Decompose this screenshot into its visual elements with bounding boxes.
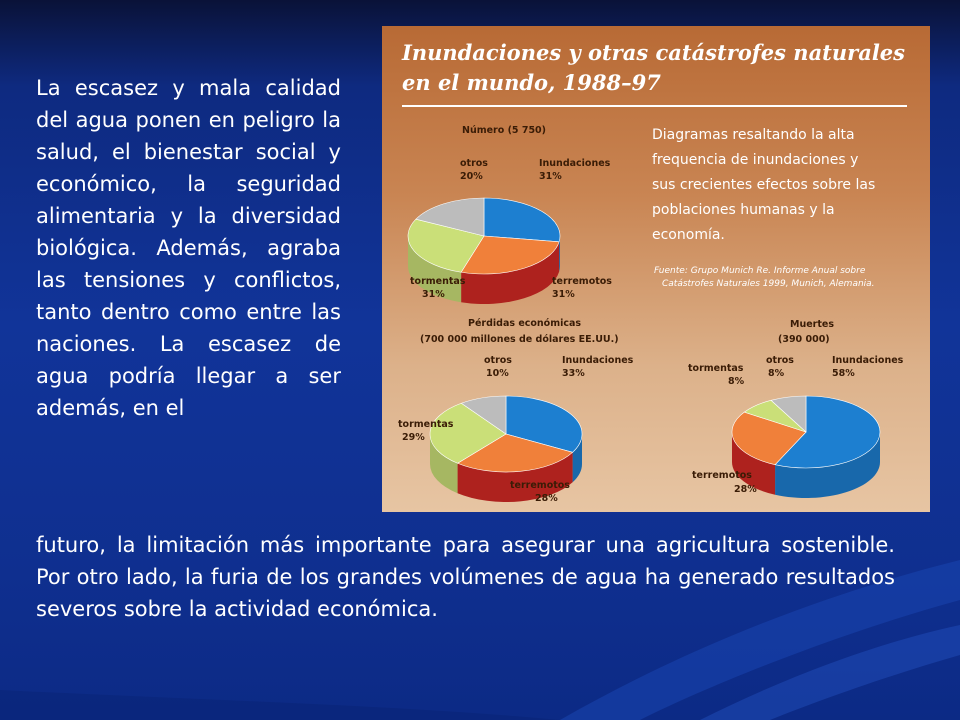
chart-title: Pérdidas económicas (468, 318, 581, 329)
slice-label-terremotos: terremotos (692, 470, 752, 481)
pie-slice-terremotos (460, 235, 560, 275)
description-line: Diagramas resaltando la alta (652, 127, 855, 143)
slice-label-inundaciones: Inundaciones (539, 158, 611, 169)
slice-label-otros: otros (460, 158, 488, 169)
slice-value-tormentas: 29% (402, 432, 425, 443)
figure-description: Diagramas resaltando la alta frequencia … (652, 127, 875, 243)
slice-label-tormentas: tormentas (398, 419, 454, 430)
chart-subtitle: (390 000) (778, 334, 830, 345)
paragraph-bottom: futuro, la limitación más importante par… (36, 533, 895, 621)
pie-slice-inundaciones (505, 395, 583, 453)
pie-slice-tormentas (407, 218, 485, 273)
figure-panel: Inundaciones y otras catástrofes natural… (382, 26, 930, 512)
pie-side-inundaciones (775, 432, 880, 498)
source-line: Catástrofes Naturales 1999, Munich, Alem… (662, 279, 875, 289)
slice-label-otros: otros (766, 355, 794, 366)
slice-value-otros: 8% (768, 368, 785, 379)
pie-side-tormentas (430, 434, 458, 494)
figure-source: Fuente: Grupo Munich Re. Informe Anual s… (654, 266, 875, 289)
chart-subtitle: (700 000 millones de dólares EE.UU.) (420, 334, 619, 345)
figure-title-line2: en el mundo, 1988–97 (402, 70, 661, 95)
pie-side-inundaciones (572, 434, 582, 483)
description-line: economía. (652, 227, 725, 243)
paragraph-left: La escasez y mala calidad del agua ponen… (36, 76, 341, 420)
figure-svg: Inundaciones y otras catástrofes natural… (398, 40, 907, 504)
source-line: Fuente: Grupo Munich Re. Informe Anual s… (654, 266, 866, 276)
slice-label-otros: otros (484, 355, 512, 366)
pie-side-terremotos (461, 241, 560, 304)
pie-slice-inundaciones (483, 197, 561, 243)
slice-value-inundaciones: 33% (562, 368, 585, 379)
slice-value-terremotos: 31% (552, 289, 575, 300)
pie-side-terremotos (732, 432, 776, 495)
slice-value-otros: 10% (486, 368, 509, 379)
pie-body (407, 197, 561, 304)
slice-value-tormentas: 31% (422, 289, 445, 300)
slice-value-tormentas: 8% (728, 376, 745, 387)
slice-value-terremotos: 28% (734, 484, 757, 495)
slice-value-otros: 20% (460, 171, 483, 182)
slice-label-tormentas: tormentas (410, 276, 466, 287)
slice-value-terremotos: 28% (535, 493, 558, 504)
pie-slice-otros (460, 395, 507, 435)
description-line: sus crecientes efectos sobre las (652, 177, 875, 193)
pie-slice-inundaciones (774, 395, 881, 469)
description-line: frequencia de inundaciones y (652, 152, 858, 168)
slice-label-tormentas: tormentas (688, 363, 744, 374)
pie-side-tormentas (408, 236, 462, 303)
pie-side-inundaciones (559, 236, 560, 272)
pie-slice-terremotos (731, 411, 807, 466)
pie-slice-otros (415, 197, 485, 237)
slice-label-inundaciones: Inundaciones (832, 355, 904, 366)
chart-title: Muertes (790, 319, 834, 330)
slice-label-inundaciones: Inundaciones (562, 355, 634, 366)
pie-chart-perdidas: Pérdidas económicas (700 000 millones de… (398, 318, 634, 504)
pie-body (429, 395, 583, 502)
slice-label-terremotos: terremotos (552, 276, 612, 287)
chart-title: Número (5 750) (462, 125, 546, 136)
pie-slice-otros (770, 395, 807, 433)
pie-body (731, 395, 881, 498)
pie-slice-terremotos (456, 433, 574, 473)
slice-label-terremotos: terremotos (510, 480, 570, 491)
figure-title-line1: Inundaciones y otras catástrofes natural… (401, 40, 905, 65)
slice-value-inundaciones: 58% (832, 368, 855, 379)
description-line: poblaciones humanas y la (652, 202, 835, 218)
pie-side-terremotos (457, 452, 573, 502)
pie-chart-numero: Número (5 750) otros 20% Inundaciones 31… (407, 125, 612, 304)
slice-value-inundaciones: 31% (539, 171, 562, 182)
pie-chart-muertes: Muertes (390 000) tormentas 8% otros 8% … (688, 319, 904, 498)
pie-slice-tormentas (429, 402, 507, 464)
